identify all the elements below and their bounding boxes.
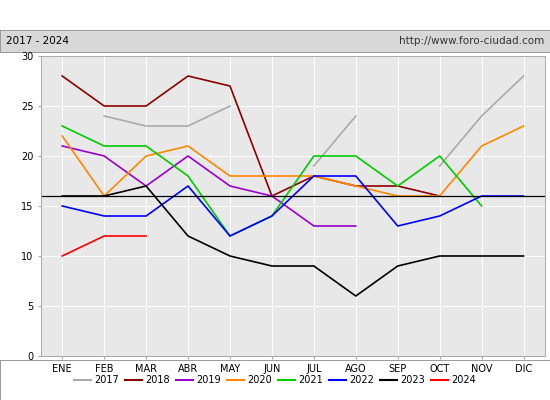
- Text: http://www.foro-ciudad.com: http://www.foro-ciudad.com: [399, 36, 544, 46]
- Text: Evolucion del paro registrado en Valbuena de Duero: Evolucion del paro registrado en Valbuen…: [94, 8, 456, 22]
- Legend: 2017, 2018, 2019, 2020, 2021, 2022, 2023, 2024: 2017, 2018, 2019, 2020, 2021, 2022, 2023…: [70, 371, 480, 389]
- Text: 2017 - 2024: 2017 - 2024: [6, 36, 69, 46]
